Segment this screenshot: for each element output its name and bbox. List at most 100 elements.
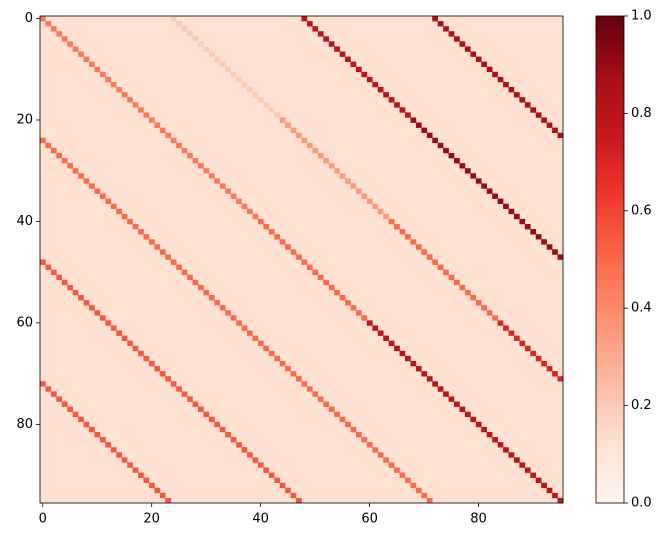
cell [448,152,455,159]
cell [138,229,144,235]
cell [323,401,330,407]
cell [40,259,46,265]
cell [546,244,553,250]
colorbar-segment [596,498,624,504]
colorbar-segment [596,181,624,187]
cell [437,264,444,270]
cell [497,320,504,326]
cell [187,31,193,37]
cell [187,396,193,402]
cell [197,163,204,169]
colorbar-segment [596,225,624,231]
cell [323,158,330,164]
cell [350,426,357,433]
cell [154,244,161,250]
colorbar-segment [596,157,624,163]
y-tick-label: 20 [16,112,33,127]
cell [132,467,139,473]
cell [247,87,253,93]
cell [99,315,106,321]
cell [464,46,471,52]
cell [170,259,177,265]
cell [296,132,302,139]
cell [61,401,68,407]
cell [464,168,471,174]
cell [519,462,526,468]
cell [83,178,90,184]
cell [415,244,422,250]
cell [355,310,362,316]
cell [219,61,226,68]
cell [121,213,128,220]
x-tick-label: 60 [361,512,378,527]
cell [399,107,406,113]
cell [492,315,498,321]
cell [503,81,509,88]
cell [317,152,324,159]
cell [508,208,515,215]
colorbar-segment [596,356,624,363]
cell [56,152,63,159]
cell [290,249,297,255]
cell [121,457,128,463]
colorbar-segment [596,386,624,392]
cell [252,92,259,98]
cell [410,360,417,367]
cell [225,66,231,73]
cell [170,137,177,144]
colorbar-segment [596,103,624,110]
colorbar-tick-label: 0.0 [631,496,652,511]
cell [170,381,177,387]
cell [432,137,438,144]
cell [208,295,215,301]
colorbar-segment [596,488,624,494]
colorbar-segment [596,454,624,460]
cell [486,431,493,438]
cell [230,71,237,78]
cell [426,376,433,382]
cell [383,213,389,220]
cell [72,411,79,418]
cell [257,340,264,347]
cell [410,117,417,123]
cell [45,21,52,27]
cell [481,305,488,311]
cell [61,158,68,164]
cell [257,462,264,468]
cell [296,497,302,504]
cell [241,81,248,88]
cell [355,66,362,73]
cell [519,218,526,225]
cell [72,46,79,52]
cell [67,406,73,412]
cell [459,284,466,291]
cell [181,26,188,32]
cell [503,447,509,453]
cell [541,482,547,489]
cell [89,426,95,433]
colorbar-segment [596,493,624,499]
cell [350,61,357,68]
cell [426,132,433,139]
cell [247,452,253,458]
cell [459,163,466,169]
cell [99,71,106,78]
colorbar-segment [596,464,624,470]
colorbar-tick-label: 0.6 [631,203,652,218]
cell [83,421,90,428]
colorbar-segment [596,459,624,465]
cell [454,158,460,164]
cell [355,188,362,194]
cell [257,218,264,225]
cell [121,335,128,341]
colorbar-segment [596,313,624,319]
cell [361,315,368,321]
cell [105,320,112,326]
cell [475,421,482,428]
colorbar-segment [596,244,624,251]
cell [334,46,340,52]
cell [285,122,291,128]
cell [399,229,406,235]
cell [176,264,182,270]
colorbar-segment [596,230,624,236]
